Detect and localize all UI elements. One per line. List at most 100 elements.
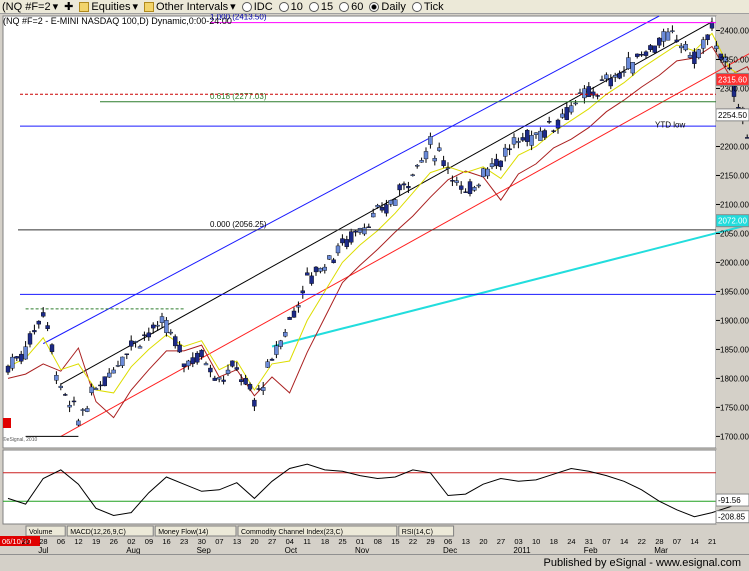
candle-body xyxy=(432,158,437,162)
candle-body xyxy=(507,148,512,151)
x-month-label: Dec xyxy=(443,546,457,554)
candle-body xyxy=(401,183,407,186)
candle-body xyxy=(718,53,723,60)
x-tick-label: 30 xyxy=(198,537,206,546)
candle-body xyxy=(569,105,574,113)
candle-body xyxy=(133,341,138,343)
candle-body xyxy=(203,363,209,366)
symbol-combo[interactable]: (NQ #F=2 ▾ xyxy=(2,0,58,14)
interval-tick[interactable]: Tick xyxy=(411,1,444,13)
candle-body xyxy=(586,86,591,98)
interval-10[interactable]: 10 xyxy=(278,1,303,13)
candle-body xyxy=(120,356,125,366)
indicator-tab-label: Commodity Channel Index(23,C) xyxy=(241,529,343,536)
x-tick-label: 12 xyxy=(74,537,82,546)
indicator-tab[interactable] xyxy=(25,525,66,537)
x-tick-label: 31 xyxy=(585,537,593,546)
candle-body xyxy=(234,367,240,370)
indicator-tab[interactable] xyxy=(66,525,154,537)
x-tick-label: 13 xyxy=(462,537,470,546)
chevron-down-icon: ▾ xyxy=(230,1,236,13)
interval-daily[interactable]: Daily xyxy=(369,1,406,13)
candle-body xyxy=(252,399,257,407)
x-month-label: Nov xyxy=(355,546,369,554)
candle-body xyxy=(476,184,481,187)
cci-value-label: -208.85 xyxy=(718,513,746,522)
add-button[interactable]: ✚ xyxy=(64,0,73,13)
x-tick-label: 27 xyxy=(497,537,505,546)
candle-body xyxy=(657,37,662,46)
candle-body xyxy=(296,305,301,308)
candle-body xyxy=(340,238,345,244)
x-tick-label: 07 xyxy=(215,537,223,546)
candle-body xyxy=(525,130,530,142)
candle-body xyxy=(190,357,196,364)
interval-15[interactable]: 15 xyxy=(308,0,334,13)
indicator-panel[interactable] xyxy=(2,449,717,525)
other-intervals-menu[interactable]: Other Intervals ▾ xyxy=(144,0,236,13)
indicator-tab[interactable] xyxy=(237,525,398,537)
candle-body xyxy=(36,320,41,325)
x-tick-label: 16 xyxy=(162,537,170,546)
candle-body xyxy=(371,212,376,218)
price-label-box xyxy=(715,214,749,228)
interval-60[interactable]: 60 xyxy=(339,1,363,13)
candle-body xyxy=(41,312,46,317)
chart-canvas[interactable]: 1.000 (2413.50) 0.618 (2277.03) 0.000 (205… xyxy=(0,13,749,555)
candle-body xyxy=(14,356,20,359)
candle-body xyxy=(353,230,358,233)
candle-body xyxy=(366,226,371,229)
candle-body xyxy=(256,388,261,390)
candle-body xyxy=(736,107,741,109)
candle-body xyxy=(331,259,336,264)
candle-body xyxy=(67,404,72,408)
candle-body xyxy=(194,352,200,363)
candle-body xyxy=(459,185,464,190)
interval-idc[interactable]: IDC xyxy=(241,1,273,13)
indicator-tab[interactable] xyxy=(154,525,237,537)
candle-body xyxy=(84,408,90,412)
indicator-tab[interactable] xyxy=(398,525,455,537)
candle-body xyxy=(384,204,389,214)
candle-body xyxy=(591,91,596,96)
candle-body xyxy=(450,180,455,182)
candle-body xyxy=(674,39,679,42)
candle-body xyxy=(287,317,292,320)
candle-body xyxy=(164,320,169,333)
annotation-label: YTD low xyxy=(655,121,685,130)
candle-body xyxy=(670,30,675,32)
candle-body xyxy=(335,245,341,254)
candle-body xyxy=(705,34,710,41)
candle-body xyxy=(516,141,521,143)
candle-body xyxy=(379,207,385,211)
chart-frame[interactable]: 1.000 (2413.50) 0.618 (2277.03) 0.000 (205… xyxy=(0,13,749,555)
candle-body xyxy=(142,334,147,336)
candle-body xyxy=(463,191,468,193)
equities-menu[interactable]: Equities ▾ xyxy=(79,0,138,13)
candle-body xyxy=(648,45,653,50)
candle-body xyxy=(745,137,749,139)
candle-body xyxy=(300,290,305,294)
candle-body xyxy=(177,344,182,353)
candle-body xyxy=(27,333,33,345)
candle-body xyxy=(106,372,112,378)
candle-body xyxy=(76,420,81,426)
candle-body xyxy=(595,95,600,97)
y-tick-label: 2050.00 xyxy=(720,229,749,238)
candle-body xyxy=(225,369,231,374)
candle-body xyxy=(89,386,94,393)
candle-body xyxy=(93,388,99,391)
candle-body xyxy=(613,74,618,78)
candle-body xyxy=(564,107,569,120)
x-tick-label: 18 xyxy=(550,537,558,546)
candle-body xyxy=(709,21,715,29)
candle-body xyxy=(155,324,160,327)
interval-15-label: 15 xyxy=(320,0,334,13)
candle-body xyxy=(212,377,218,381)
candle-body xyxy=(714,45,719,49)
candle-body xyxy=(441,160,446,166)
candle-body xyxy=(111,369,116,374)
candle-body xyxy=(551,130,556,132)
candle-body xyxy=(58,385,63,388)
candle-body xyxy=(309,275,314,284)
